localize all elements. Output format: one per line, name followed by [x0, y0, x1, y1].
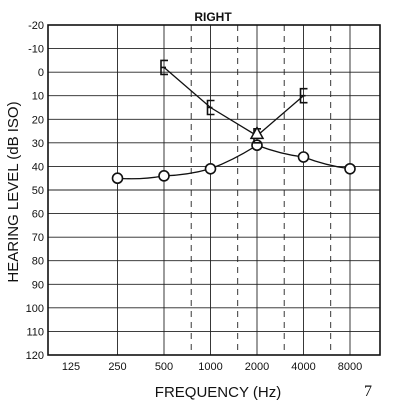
- x-tick-label: 1000: [198, 361, 222, 373]
- data-point-bone-marker: [299, 87, 308, 104]
- y-tick-label: -20: [28, 20, 44, 32]
- y-tick-label: -10: [28, 44, 44, 56]
- x-tick-label: 8000: [338, 361, 362, 373]
- data-point-circle: [158, 170, 170, 182]
- series-line-E: [163, 66, 304, 137]
- y-tick-label: 20: [32, 114, 44, 126]
- x-tick-label: 4000: [291, 361, 315, 373]
- y-tick-label: 60: [32, 209, 44, 221]
- data-point-circle: [111, 172, 124, 185]
- y-tick-label: 40: [32, 161, 44, 173]
- y-tick-label: 50: [32, 185, 44, 197]
- data-point-bone-marker: [206, 99, 215, 116]
- y-tick-label: 80: [32, 256, 44, 268]
- grid-layer: [48, 25, 380, 355]
- y-tick-label: 120: [26, 350, 44, 362]
- y-tick-label: 0: [38, 67, 44, 79]
- data-point-circle: [204, 162, 217, 175]
- data-point-triangle: [249, 125, 265, 140]
- x-tick-label: 2000: [245, 361, 269, 373]
- y-axis-label: HEARING LEVEL (dB ISO): [5, 101, 22, 282]
- y-tick-label: 90: [32, 279, 44, 291]
- x-axis-label: FREQUENCY (Hz): [155, 384, 281, 401]
- x-tick-labels: 125 250 500 1000 2000 4000 8000: [62, 361, 362, 373]
- y-tick-label: 70: [32, 232, 44, 244]
- series-layer: [111, 59, 356, 185]
- x-tick-label: 500: [155, 361, 173, 373]
- data-point-bone-marker: [160, 59, 168, 76]
- y-tick-labels: -20 -10 0 10 20 30 40 50 60 70 80 90 100 110 120: [26, 20, 44, 362]
- data-point-circle: [297, 151, 310, 163]
- page-number: 7: [364, 383, 372, 400]
- series-line-circle: [117, 144, 351, 180]
- plot-frame: [47, 24, 381, 356]
- chart-title: RIGHT: [194, 10, 232, 24]
- x-tick-label: 125: [62, 361, 80, 373]
- x-tick-label: 250: [108, 361, 126, 373]
- y-tick-label: 110: [26, 326, 44, 338]
- y-tick-label: 30: [32, 138, 44, 150]
- y-tick-label: 10: [32, 91, 44, 103]
- y-tick-label: 100: [26, 303, 44, 315]
- data-point-circle: [344, 162, 356, 175]
